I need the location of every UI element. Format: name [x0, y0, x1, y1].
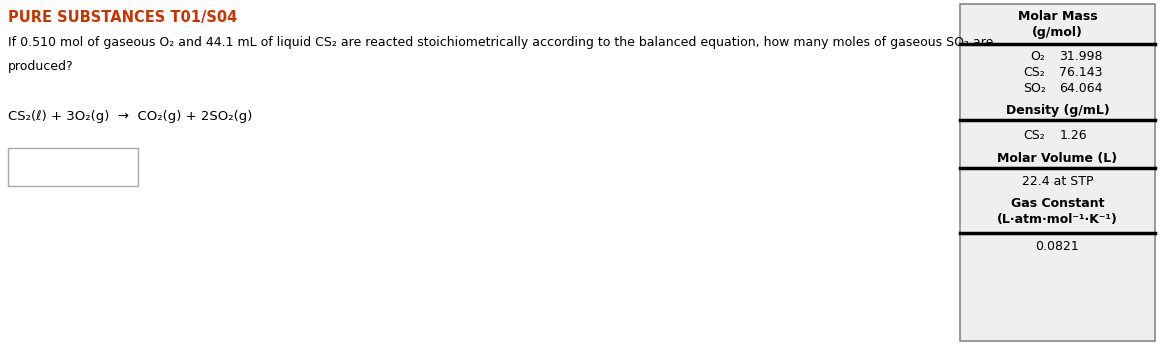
Text: 31.998: 31.998 [1060, 50, 1103, 63]
Text: CS₂(ℓ) + 3O₂(g)  →  CO₂(g) + 2SO₂(g): CS₂(ℓ) + 3O₂(g) → CO₂(g) + 2SO₂(g) [8, 110, 252, 123]
FancyBboxPatch shape [8, 148, 138, 186]
Text: Density (g/mL): Density (g/mL) [1005, 104, 1110, 117]
Text: 1.26: 1.26 [1060, 129, 1087, 142]
Text: PURE SUBSTANCES T01/S04: PURE SUBSTANCES T01/S04 [8, 10, 237, 25]
Text: (L·atm·mol⁻¹·K⁻¹): (L·atm·mol⁻¹·K⁻¹) [997, 213, 1118, 226]
Text: Molar Volume (L): Molar Volume (L) [997, 152, 1118, 165]
Text: If 0.510 mol of gaseous O₂ and 44.1 mL of liquid CS₂ are reacted stoichiometrica: If 0.510 mol of gaseous O₂ and 44.1 mL o… [8, 36, 994, 49]
Text: CS₂: CS₂ [1024, 129, 1046, 142]
FancyBboxPatch shape [960, 4, 1155, 341]
Text: produced?: produced? [8, 60, 73, 73]
Text: 64.064: 64.064 [1060, 82, 1103, 95]
Text: 76.143: 76.143 [1060, 66, 1103, 79]
Text: 0.0821: 0.0821 [1036, 240, 1080, 253]
Text: (g/mol): (g/mol) [1032, 26, 1083, 39]
Text: 22.4 at STP: 22.4 at STP [1022, 175, 1094, 188]
Text: O₂: O₂ [1031, 50, 1046, 63]
Text: SO₂: SO₂ [1023, 82, 1046, 95]
Text: Gas Constant: Gas Constant [1011, 197, 1104, 210]
Text: CS₂: CS₂ [1024, 66, 1046, 79]
Text: Molar Mass: Molar Mass [1018, 10, 1097, 23]
